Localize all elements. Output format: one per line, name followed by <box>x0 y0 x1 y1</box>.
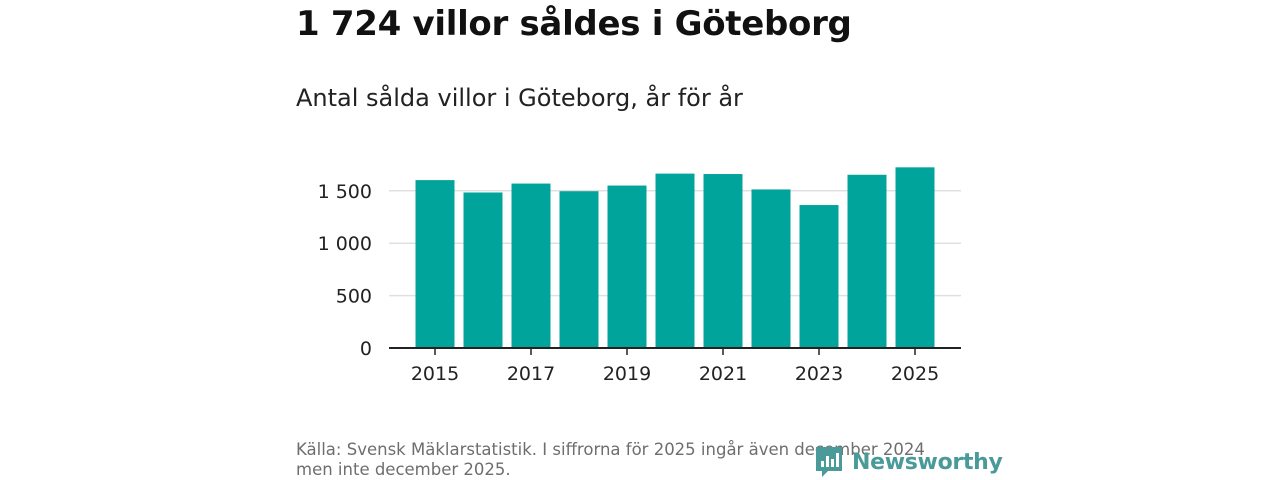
y-tick-label: 1 000 <box>318 233 372 255</box>
chart-subtitle: Antal sålda villor i Göteborg, år för år <box>296 84 743 112</box>
bar-2025 <box>895 167 935 348</box>
y-tick-label: 1 500 <box>318 181 372 203</box>
bar-2016 <box>463 192 503 348</box>
x-tick-label: 2025 <box>891 363 939 385</box>
source-note: Källa: Svensk Mäklarstatistik. I siffror… <box>296 440 925 479</box>
newsworthy-logo-icon <box>816 447 842 477</box>
brand-logo: Newsworthy <box>814 444 1003 480</box>
bar-chart: 0 500 1 000 1 500 2015 2017 2019 2021 2023 2025 <box>318 167 961 385</box>
bar-2023 <box>799 205 839 348</box>
x-tick-label: 2017 <box>507 363 555 385</box>
x-tick-label: 2019 <box>603 363 651 385</box>
bars <box>415 167 935 348</box>
bar-2019 <box>607 185 647 348</box>
bar-2024 <box>847 174 887 348</box>
bar-2017 <box>511 183 551 348</box>
y-tick-label: 500 <box>336 286 372 308</box>
x-tick-label: 2023 <box>795 363 843 385</box>
x-tick-label: 2021 <box>699 363 747 385</box>
bar-2015 <box>415 180 455 348</box>
x-tick-label: 2015 <box>411 363 459 385</box>
chart-title: 1 724 villor såldes i Göteborg <box>296 4 852 44</box>
axes: 0 500 1 000 1 500 2015 2017 2019 2021 2023 2025 <box>318 181 961 385</box>
bar-2021 <box>703 174 743 348</box>
bar-2020 <box>655 173 695 348</box>
bar-2022 <box>751 189 791 348</box>
brand-name: Newsworthy <box>852 449 1003 475</box>
bar-2018 <box>559 191 599 348</box>
y-tick-label: 0 <box>360 338 372 360</box>
